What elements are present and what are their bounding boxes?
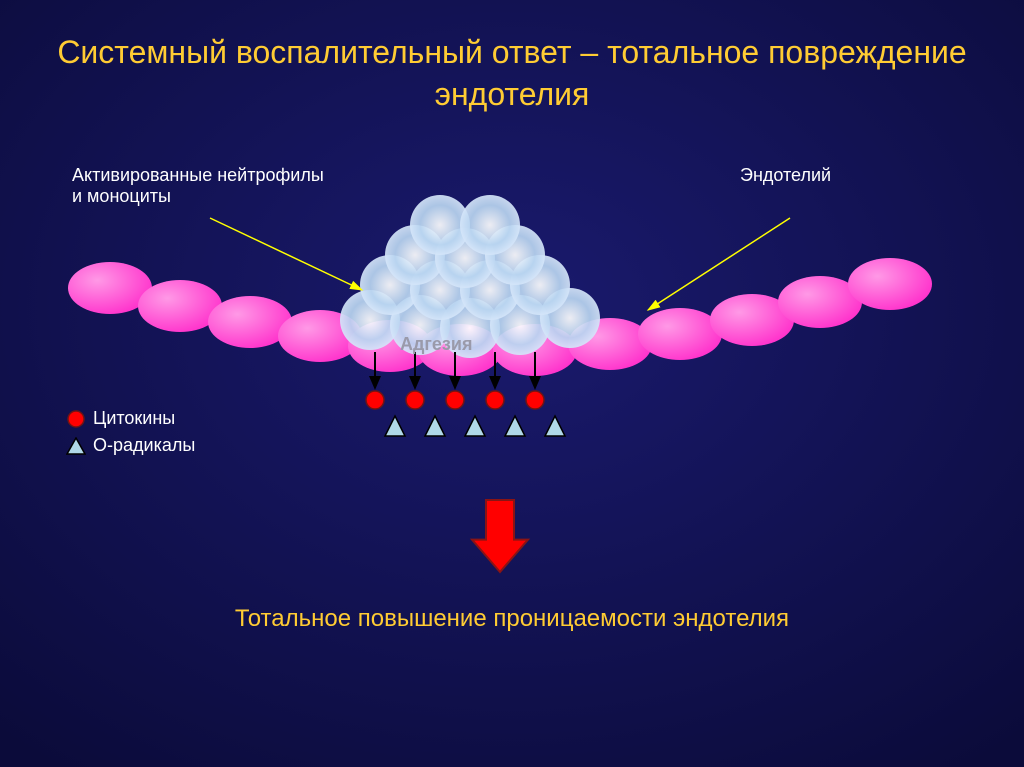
label-neutrophils: Активированные нейтрофилы и моноциты: [72, 165, 324, 207]
legend-row-radicals: О-радикалы: [65, 435, 195, 456]
slide-title: Системный воспалительный ответ – тотальн…: [0, 32, 1024, 115]
legend-label-radicals: О-радикалы: [93, 435, 195, 456]
label-adhesion: Адгезия: [400, 334, 472, 355]
legend-row-cytokines: Цитокины: [65, 408, 195, 429]
slide: Системный воспалительный ответ – тотальн…: [0, 0, 1024, 767]
label-neutrophils-line2: и моноциты: [72, 186, 324, 207]
legend-label-cytokines: Цитокины: [93, 408, 175, 429]
cytokine-icon: [65, 410, 87, 428]
conclusion-text: Тотальное повышение проницаемости эндоте…: [0, 605, 1024, 633]
legend: Цитокины О-радикалы: [65, 408, 195, 462]
radical-icon: [65, 437, 87, 455]
label-endothelium: Эндотелий: [740, 165, 831, 186]
label-neutrophils-line1: Активированные нейтрофилы: [72, 165, 324, 186]
